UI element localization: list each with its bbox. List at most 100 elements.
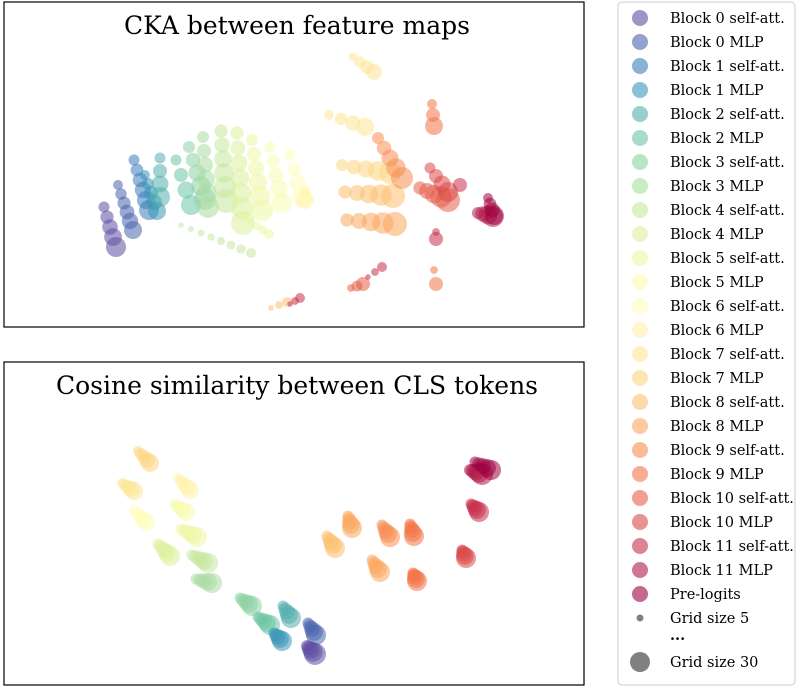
cka-point-144 — [236, 211, 242, 217]
legend-frame — [617, 1, 796, 686]
cka-point-127 — [377, 262, 387, 272]
legend-marker-2 — [632, 58, 648, 74]
cls-point-39 — [198, 553, 218, 573]
cka-point-64 — [272, 193, 292, 213]
legend-marker-9 — [632, 226, 648, 242]
cka-point-5 — [113, 180, 123, 190]
legend-marker-10 — [632, 250, 648, 266]
cka-point-133 — [287, 301, 293, 307]
legend-label-14: Block 7 self-att. — [670, 347, 785, 363]
legend-label-21: Block 10 MLP — [670, 515, 773, 531]
legend-marker-19 — [632, 466, 648, 482]
legend-marker-24 — [632, 586, 648, 602]
legend-label-19: Block 9 MLP — [670, 467, 764, 483]
cka-point-30 — [182, 140, 196, 154]
legend-marker-16 — [632, 394, 648, 410]
legend-size-label-large: Grid size 30 — [670, 655, 758, 671]
cls-point-59 — [281, 608, 301, 628]
cls-point-114 — [469, 502, 489, 522]
cls-axes-frame — [3, 361, 585, 686]
cka-point-137 — [187, 225, 195, 233]
cka-title: CKA between feature maps — [124, 11, 470, 40]
cka-point-143 — [246, 248, 256, 258]
legend-label-0: Block 0 self-att. — [670, 11, 785, 27]
legend-label-18: Block 9 self-att. — [670, 443, 785, 459]
cka-point-0 — [98, 201, 110, 213]
cls-points — [117, 446, 501, 665]
cls-point-69 — [306, 625, 326, 645]
legend-label-10: Block 5 self-att. — [670, 251, 785, 267]
legend-label-2: Block 1 self-att. — [670, 59, 785, 75]
legend-marker-12 — [632, 298, 648, 314]
cka-point-139 — [207, 233, 215, 241]
legend-marker-3 — [632, 82, 648, 98]
legend-marker-13 — [632, 322, 648, 338]
cka-point-53 — [231, 211, 255, 235]
cka-point-65 — [284, 149, 296, 161]
legend-label-11: Block 5 MLP — [670, 275, 764, 291]
cka-point-43 — [214, 150, 232, 168]
cls-point-109 — [456, 548, 476, 568]
cka-point-61 — [266, 154, 280, 168]
cka-point-75 — [324, 110, 334, 120]
cls-panel: Cosine similarity between CLS tokens — [3, 361, 585, 686]
cka-point-35 — [196, 130, 210, 144]
cls-title: Cosine similarity between CLS tokens — [56, 371, 538, 400]
cls-point-19 — [137, 513, 155, 531]
cka-point-40 — [197, 196, 219, 218]
legend-size-label-small: Grid size 5 — [670, 611, 749, 627]
cls-point-89 — [370, 562, 390, 582]
legend-marker-6 — [632, 154, 648, 170]
legend-label-6: Block 3 self-att. — [670, 155, 785, 171]
cka-point-4 — [106, 237, 126, 257]
cka-point-38 — [196, 169, 216, 189]
legend-marker-18 — [632, 442, 648, 458]
legend-marker-17 — [632, 418, 648, 434]
legend: Block 0 self-att. Block 0 MLP Block 1 self… — [617, 1, 796, 686]
cka-point-140 — [216, 236, 226, 246]
legend-label-22: Block 11 self-att. — [670, 539, 794, 555]
cka-point-99 — [427, 99, 437, 109]
cka-point-101 — [425, 117, 443, 135]
legend-marker-14 — [632, 346, 648, 362]
cka-point-66 — [287, 162, 301, 176]
legend-label-13: Block 6 MLP — [670, 323, 764, 339]
cls-point-84 — [342, 518, 362, 538]
cls-point-49 — [242, 596, 262, 616]
cka-point-84 — [338, 185, 352, 199]
cka-point-55 — [246, 146, 262, 162]
cka-point-136 — [178, 222, 184, 228]
legend-label-8: Block 4 self-att. — [670, 203, 785, 219]
legend-marker-11 — [632, 274, 648, 290]
cka-point-131 — [275, 301, 283, 309]
legend-label-17: Block 8 MLP — [670, 419, 764, 435]
cls-point-44 — [202, 573, 222, 593]
cka-point-28 — [177, 181, 195, 199]
cka-point-138 — [197, 229, 205, 237]
legend-label-7: Block 3 MLP — [670, 179, 764, 195]
cka-point-129 — [429, 277, 443, 291]
cka-panel: CKA between feature maps — [3, 1, 585, 328]
cka-point-142 — [236, 244, 246, 254]
cka-point-22 — [154, 152, 166, 164]
cka-point-56 — [247, 159, 265, 177]
cls-point-29 — [187, 527, 207, 547]
cka-point-145 — [241, 214, 249, 222]
cka-point-98 — [391, 167, 413, 189]
cka-point-70 — [296, 191, 314, 209]
cka-point-135 — [295, 293, 305, 303]
cka-point-17 — [140, 170, 150, 180]
cka-point-74 — [366, 64, 382, 80]
legend-marker-8 — [632, 202, 648, 218]
cka-point-26 — [170, 154, 182, 166]
legend-label-12: Block 6 self-att. — [670, 299, 785, 315]
cka-point-23 — [153, 164, 167, 178]
cka-point-76 — [334, 112, 348, 126]
legend-marker-5 — [632, 130, 648, 146]
legend-marker-21 — [632, 514, 648, 530]
cka-point-36 — [196, 143, 212, 159]
cka-point-125 — [365, 274, 371, 280]
cka-points — [98, 52, 504, 311]
cls-point-64 — [272, 631, 292, 651]
